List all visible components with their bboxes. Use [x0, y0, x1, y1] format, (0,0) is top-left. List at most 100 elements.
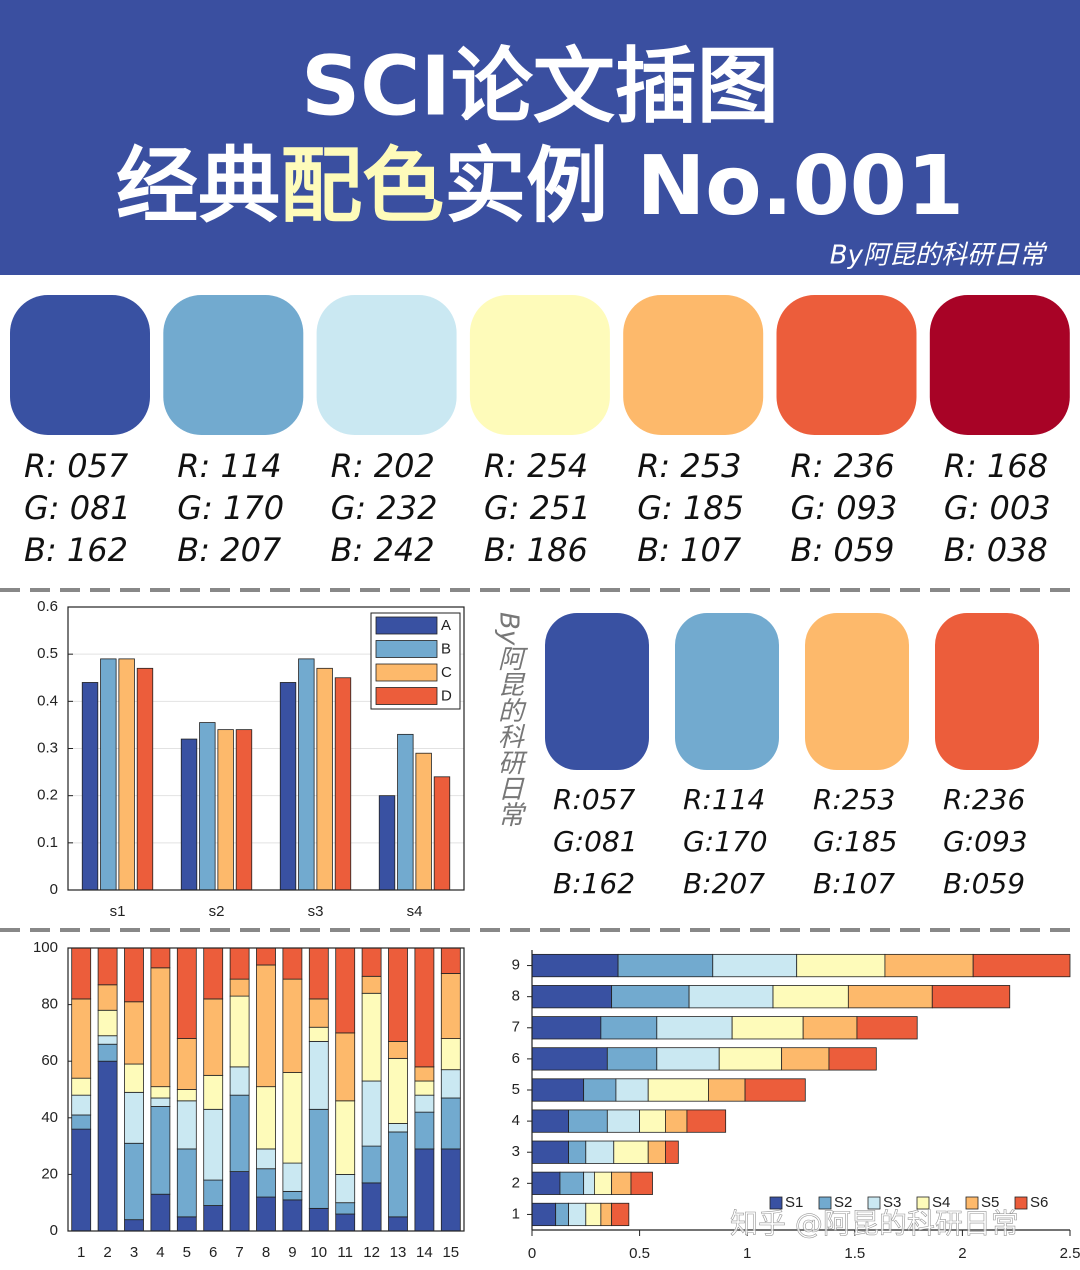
y-tick-label: 8	[512, 988, 520, 1005]
bar	[884, 953, 974, 978]
bar	[256, 1168, 276, 1198]
rgb-label: G: 251	[484, 489, 591, 527]
rgb-label: B: 207	[177, 531, 282, 569]
legend-swatch	[375, 663, 438, 682]
bar	[847, 985, 933, 1009]
bar	[229, 947, 250, 980]
bar	[256, 1086, 276, 1150]
x-tick-label: 1	[77, 1244, 85, 1261]
legend-label: S1	[785, 1194, 803, 1211]
bar	[71, 1128, 92, 1232]
bar	[414, 1094, 435, 1113]
bar	[617, 953, 714, 978]
x-tick-label: 11	[337, 1244, 353, 1261]
legend-label: S4	[932, 1194, 950, 1211]
color-swatch	[469, 295, 610, 435]
bar	[124, 1219, 144, 1232]
bar	[335, 1174, 356, 1204]
legend-swatch	[769, 1196, 783, 1210]
bar	[256, 1148, 276, 1170]
bar	[176, 1038, 197, 1090]
bar	[388, 947, 408, 1042]
bar	[176, 1148, 197, 1218]
bar	[388, 1040, 408, 1059]
y-tick-label: 5	[512, 1081, 520, 1098]
bar	[124, 1142, 144, 1221]
bar	[531, 1140, 569, 1164]
bar	[97, 1009, 118, 1037]
bar	[97, 947, 118, 986]
bar	[388, 1123, 408, 1133]
bar	[568, 1140, 587, 1164]
bar	[282, 978, 303, 1073]
bar	[150, 1106, 171, 1195]
bar	[531, 1109, 569, 1133]
bar	[600, 1202, 613, 1227]
y-tick-label: 100	[33, 939, 58, 956]
legend-label: D	[441, 687, 452, 704]
bar	[583, 1078, 617, 1102]
header-band	[0, 0, 1080, 275]
x-tick-label: 1.5	[844, 1245, 865, 1262]
bar	[606, 1109, 641, 1133]
x-tick-label: 2	[958, 1245, 966, 1262]
x-tick-label: 2	[103, 1244, 111, 1261]
bar	[282, 1199, 303, 1232]
bar	[308, 947, 329, 1000]
bar	[772, 985, 849, 1009]
bar	[796, 953, 886, 978]
bar	[71, 998, 92, 1079]
y-tick-label: 7	[512, 1019, 520, 1036]
bar	[414, 1111, 435, 1150]
color-swatch	[935, 613, 1039, 770]
x-tick-label: 0.5	[629, 1245, 650, 1262]
y-tick-label: 6	[512, 1050, 520, 1067]
color-swatch	[10, 295, 150, 435]
y-tick-label: 0	[50, 881, 58, 898]
x-tick-label: 1	[743, 1245, 751, 1262]
bar	[931, 985, 1011, 1009]
bar	[686, 1109, 727, 1133]
title-line-1: SCI论文插图	[301, 39, 779, 134]
color-swatch	[805, 613, 909, 770]
legend-swatch	[375, 640, 438, 658]
color-swatch	[623, 295, 764, 435]
bar	[397, 733, 414, 891]
bar	[415, 752, 432, 891]
bar	[718, 1047, 783, 1071]
bar	[316, 667, 333, 891]
bar	[440, 1038, 461, 1071]
x-tick-label: 10	[310, 1244, 327, 1261]
bar	[282, 1072, 303, 1164]
bar	[335, 1032, 356, 1102]
rgb-label: R: 236	[791, 447, 895, 485]
bar	[856, 1016, 918, 1040]
bar	[555, 1202, 569, 1227]
bar	[176, 1089, 197, 1102]
bar	[731, 1016, 804, 1040]
bar	[150, 947, 171, 969]
bar	[97, 1043, 118, 1062]
bar	[136, 667, 154, 891]
bar	[150, 967, 171, 1088]
bar	[712, 953, 798, 978]
legend-swatch	[867, 1196, 881, 1210]
y-tick-label: 20	[41, 1165, 58, 1182]
bar	[744, 1078, 806, 1102]
bar	[531, 1047, 608, 1071]
x-tick-label: 2.5	[1060, 1245, 1080, 1262]
bar	[124, 947, 144, 1003]
bar	[199, 722, 216, 891]
legend-swatch	[375, 687, 438, 705]
y-tick-label: 80	[41, 996, 58, 1013]
bar	[647, 1140, 666, 1164]
legend-label: S6	[1030, 1194, 1048, 1211]
bar	[335, 1202, 356, 1215]
color-swatch	[163, 295, 304, 435]
x-tick-label: 12	[363, 1244, 380, 1261]
bar	[611, 1171, 632, 1195]
bar	[585, 1202, 602, 1227]
y-tick-label: 60	[41, 1052, 58, 1069]
color-swatch	[929, 295, 1070, 435]
